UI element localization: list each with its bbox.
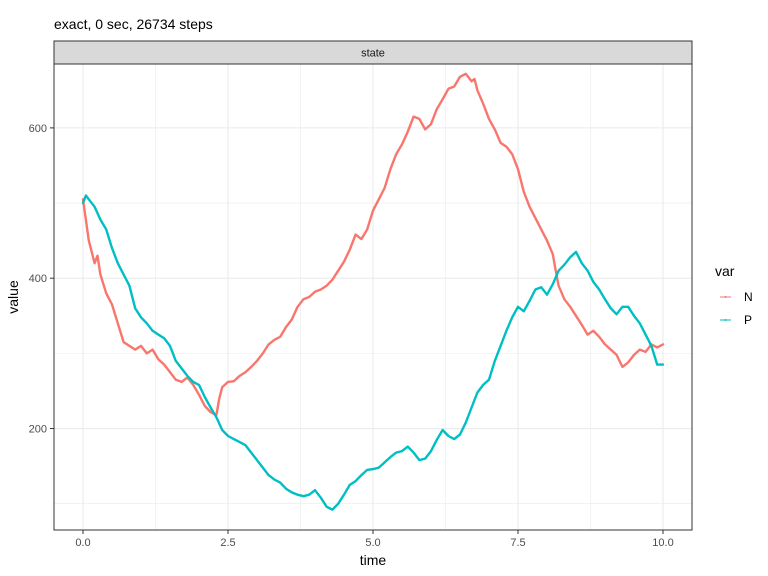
facet-strip-label: state — [361, 48, 385, 60]
x-tick-label: 0.0 — [75, 537, 90, 549]
y-axis-title: value — [5, 280, 21, 314]
series-layer — [81, 72, 665, 511]
legend: var NP — [715, 263, 753, 329]
x-tick-label: 5.0 — [365, 537, 380, 549]
y-tick-label: 400 — [29, 273, 47, 285]
series-line-P — [81, 194, 665, 511]
legend-dot-N — [724, 296, 727, 298]
x-axis-title: time — [360, 552, 387, 568]
legend-title: var — [715, 263, 735, 279]
x-axis: 0.0 2.5 5.0 7.5 10.0 — [75, 530, 674, 549]
x-tick-label: 7.5 — [510, 537, 525, 549]
legend-label-N: N — [744, 290, 753, 304]
y-tick-label: 200 — [29, 424, 47, 436]
grid-major — [54, 64, 692, 530]
y-tick-label: 600 — [29, 123, 47, 135]
legend-dot-P — [724, 319, 727, 321]
x-tick-label: 10.0 — [652, 537, 673, 549]
series-line-N — [81, 72, 665, 417]
x-tick-label: 2.5 — [220, 537, 235, 549]
legend-label-P: P — [744, 313, 752, 327]
chart-title: exact, 0 sec, 26734 steps — [54, 16, 213, 32]
y-axis: 200 400 600 — [29, 123, 54, 436]
